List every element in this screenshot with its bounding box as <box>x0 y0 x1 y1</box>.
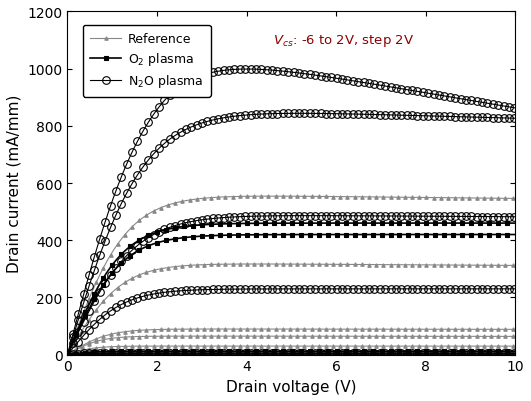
Line: N$_2$O plasma: N$_2$O plasma <box>64 66 519 358</box>
N$_2$O plasma <box>332 76 338 81</box>
Reference <box>64 352 71 357</box>
N$_2$O plasma <box>512 106 518 111</box>
O$_2$ plasma <box>431 221 438 226</box>
N$_2$O plasma <box>64 352 71 357</box>
O$_2$ plasma <box>512 221 518 226</box>
Reference <box>512 196 518 201</box>
N$_2$O plasma <box>278 69 284 74</box>
Reference <box>502 196 509 201</box>
N$_2$O plasma <box>307 73 314 78</box>
O$_2$ plasma <box>306 221 313 226</box>
Reference <box>278 194 284 199</box>
X-axis label: Drain voltage (V): Drain voltage (V) <box>226 379 357 394</box>
Reference <box>332 194 338 199</box>
O$_2$ plasma <box>280 221 286 226</box>
Reference <box>307 194 314 199</box>
N$_2$O plasma <box>502 105 509 109</box>
N$_2$O plasma <box>280 70 287 75</box>
Text: $V_{cs}$: -6 to 2V, step 2V: $V_{cs}$: -6 to 2V, step 2V <box>273 33 415 49</box>
Line: Reference: Reference <box>66 195 517 356</box>
O$_2$ plasma <box>64 352 71 357</box>
Line: O$_2$ plasma: O$_2$ plasma <box>65 221 517 357</box>
N$_2$O plasma <box>432 93 439 97</box>
N$_2$O plasma <box>244 67 250 72</box>
Reference <box>280 194 287 199</box>
Reference <box>269 194 275 199</box>
O$_2$ plasma <box>277 221 284 226</box>
O$_2$ plasma <box>501 221 508 226</box>
Y-axis label: Drain current (mA/mm): Drain current (mA/mm) <box>7 95 22 273</box>
Reference <box>432 196 439 200</box>
O$_2$ plasma <box>331 221 337 226</box>
Legend: Reference, O$_2$ plasma, N$_2$O plasma: Reference, O$_2$ plasma, N$_2$O plasma <box>83 26 211 97</box>
